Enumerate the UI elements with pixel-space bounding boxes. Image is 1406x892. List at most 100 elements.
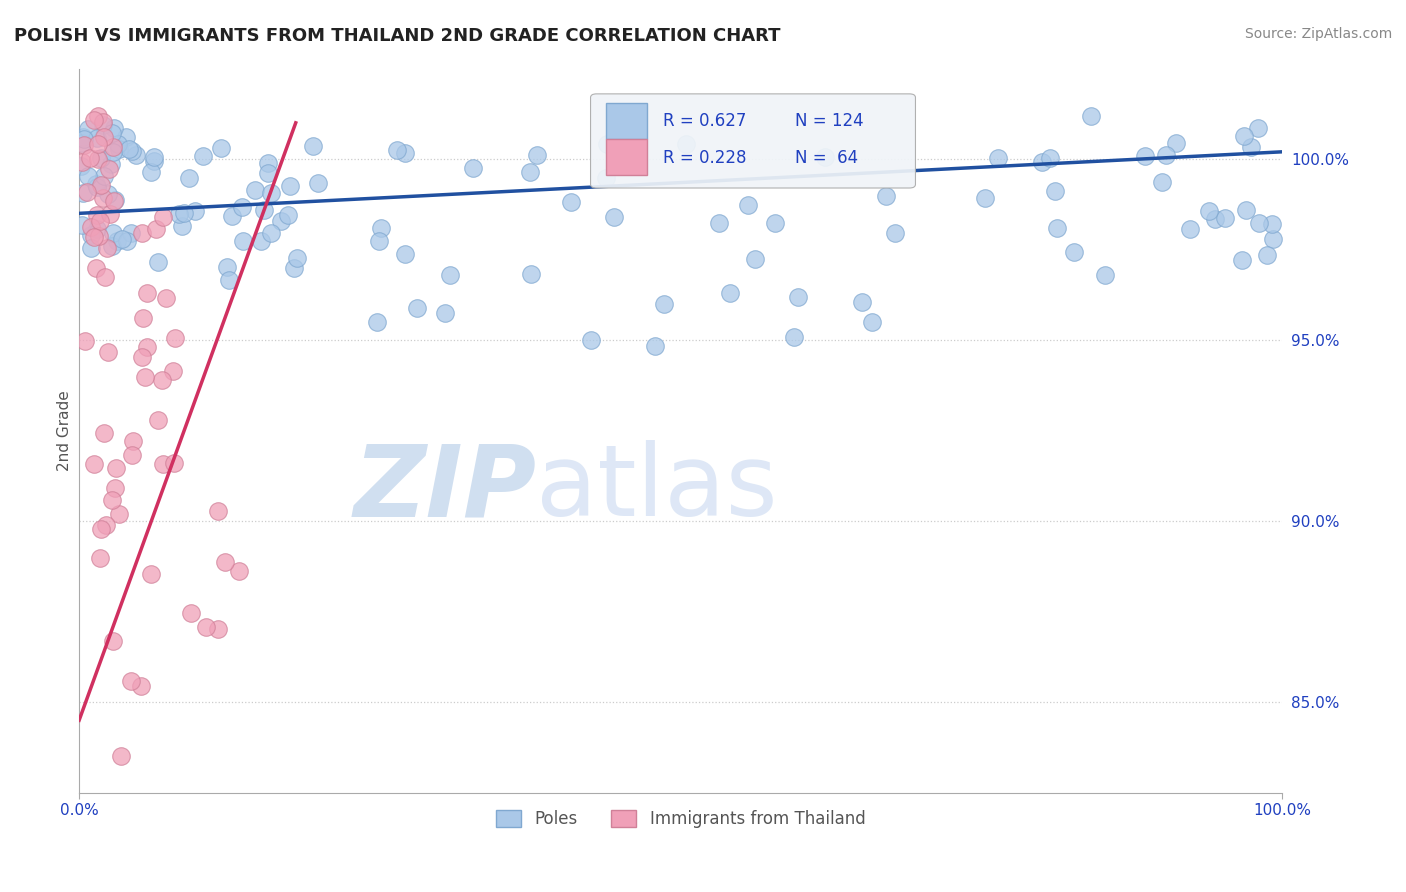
Text: atlas: atlas — [537, 440, 778, 537]
Point — [121, 144, 143, 158]
Point — [214, 555, 236, 569]
Point — [93, 191, 115, 205]
Point — [232, 234, 254, 248]
Point — [1063, 244, 1085, 259]
Point — [1256, 248, 1278, 262]
Point — [1164, 136, 1187, 150]
Point — [180, 606, 202, 620]
Point — [104, 193, 127, 207]
Point — [101, 239, 124, 253]
Point — [89, 214, 111, 228]
Point — [131, 351, 153, 365]
Point — [83, 113, 105, 128]
Point — [860, 315, 883, 329]
Point — [110, 749, 132, 764]
Point — [250, 234, 273, 248]
Point — [1213, 211, 1236, 225]
Point — [270, 213, 292, 227]
Point — [875, 189, 897, 203]
Point — [301, 138, 323, 153]
Point — [155, 291, 177, 305]
Point — [253, 203, 276, 218]
Point — [97, 187, 120, 202]
Point — [136, 340, 159, 354]
Text: R = 0.228: R = 0.228 — [662, 149, 747, 167]
Point — [120, 226, 142, 240]
Point — [145, 222, 167, 236]
Point — [260, 186, 283, 200]
Point — [70, 159, 93, 173]
Point — [86, 130, 108, 145]
Legend: Poles, Immigrants from Thailand: Poles, Immigrants from Thailand — [489, 804, 872, 835]
Point — [463, 161, 485, 176]
Point — [90, 178, 112, 193]
Point — [115, 234, 138, 248]
Point — [184, 204, 207, 219]
Point — [142, 150, 165, 164]
Point — [278, 179, 301, 194]
Point — [80, 241, 103, 255]
Point — [79, 227, 101, 242]
Point — [1080, 109, 1102, 123]
Point — [434, 306, 457, 320]
Point — [121, 434, 143, 448]
Point — [285, 252, 308, 266]
Point — [70, 155, 93, 169]
Point — [259, 226, 281, 240]
Point — [1234, 202, 1257, 217]
Point — [394, 247, 416, 261]
Point — [93, 130, 115, 145]
Point — [883, 226, 905, 240]
Point — [1263, 232, 1285, 246]
Point — [104, 482, 127, 496]
Point — [107, 142, 129, 156]
Point — [228, 564, 250, 578]
Text: ZIP: ZIP — [353, 440, 537, 537]
Point — [120, 673, 142, 688]
Point — [93, 425, 115, 440]
Point — [737, 198, 759, 212]
Point — [162, 363, 184, 377]
Point — [207, 504, 229, 518]
Point — [77, 121, 100, 136]
Point — [131, 226, 153, 240]
Point — [851, 295, 873, 310]
Text: N = 124: N = 124 — [796, 112, 863, 130]
Point — [603, 210, 626, 224]
Point — [83, 229, 105, 244]
Point — [91, 115, 114, 129]
Point — [257, 165, 280, 179]
Point — [87, 136, 110, 151]
Point — [72, 186, 94, 201]
Point — [277, 209, 299, 223]
Point — [121, 448, 143, 462]
Point — [1154, 148, 1177, 162]
Point — [231, 201, 253, 215]
Point — [173, 205, 195, 219]
Point — [366, 315, 388, 329]
Text: POLISH VS IMMIGRANTS FROM THAILAND 2ND GRADE CORRELATION CHART: POLISH VS IMMIGRANTS FROM THAILAND 2ND G… — [14, 27, 780, 45]
Point — [368, 235, 391, 249]
Point — [191, 149, 214, 163]
FancyBboxPatch shape — [606, 103, 647, 139]
Point — [163, 457, 186, 471]
Point — [707, 216, 730, 230]
Point — [89, 550, 111, 565]
Point — [101, 139, 124, 153]
Point — [148, 255, 170, 269]
Point — [394, 145, 416, 160]
Point — [763, 215, 786, 229]
Point — [406, 301, 429, 315]
Point — [1039, 151, 1062, 165]
Point — [72, 218, 94, 232]
Point — [80, 220, 103, 235]
Text: R = 0.627: R = 0.627 — [662, 112, 747, 130]
Point — [218, 273, 240, 287]
Point — [221, 209, 243, 223]
Point — [1230, 253, 1253, 268]
Point — [90, 152, 112, 166]
Point — [101, 127, 124, 141]
Point — [79, 151, 101, 165]
Point — [72, 130, 94, 145]
Point — [89, 228, 111, 243]
